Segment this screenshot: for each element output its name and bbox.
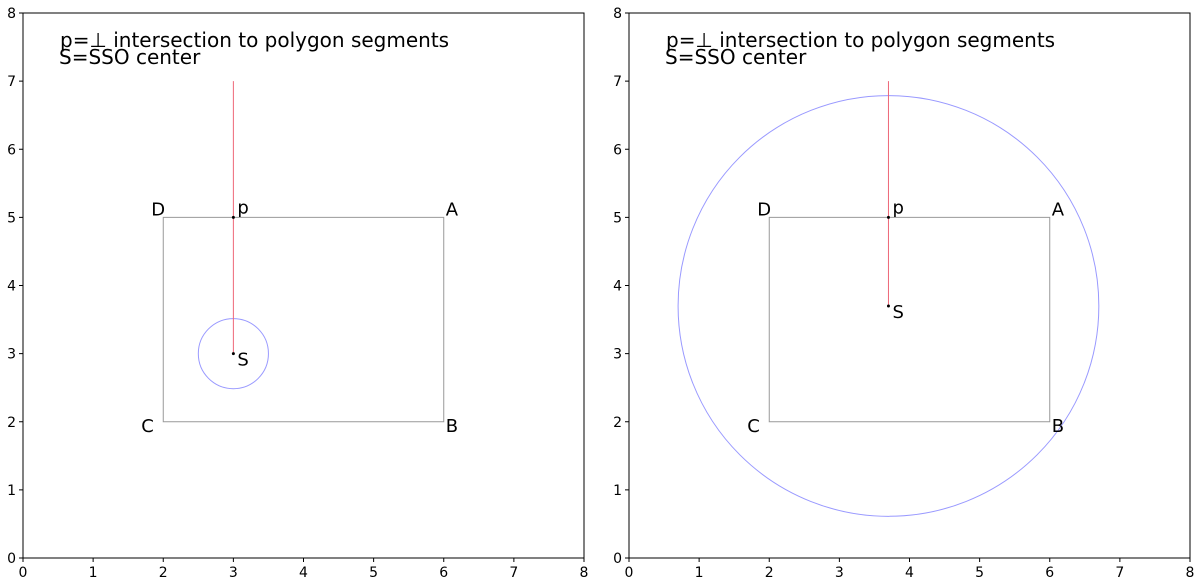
x-tick-label: 6 — [439, 565, 448, 581]
panel-right: 00 1 1 2 2 3 3 4 4 5 5 6 6 7 7 8 8 A B C D Sp p=⊥ intersection… — [613, 6, 1194, 581]
y-tick-label: 5 — [613, 210, 622, 226]
x-tick-label: 2 — [765, 565, 774, 581]
annotation-line-2: S=SSO center — [59, 45, 201, 69]
annotation-line-2: S=SSO center — [665, 45, 807, 69]
x-tick-label: 0 — [625, 565, 634, 581]
x-tick-label: 7 — [509, 565, 518, 581]
y-tick-label: 8 — [613, 6, 622, 22]
y-tick-label: 3 — [613, 347, 622, 363]
vertex-label-a: A — [1052, 199, 1065, 220]
y-tick-label: 4 — [613, 279, 622, 295]
panel-left: 00 1 1 2 2 3 3 4 4 5 5 6 6 7 7 8 8 A B C D Sp p=⊥ intersection… — [7, 6, 588, 581]
y-tick-label: 6 — [613, 142, 622, 158]
vertex-label-c: C — [141, 416, 154, 437]
x-tick-label: 3 — [229, 565, 238, 581]
y-tick-label: 0 — [613, 551, 622, 567]
y-tick-label: 1 — [613, 483, 622, 499]
y-tick-label: 7 — [7, 74, 16, 90]
vertex-label-d: D — [757, 199, 771, 220]
center-label: S — [237, 350, 248, 371]
x-tick-label: 1 — [89, 565, 98, 581]
y-tick-label: 2 — [613, 415, 622, 431]
foot-point-p — [231, 215, 235, 219]
y-tick-label: 4 — [7, 279, 16, 295]
x-tick-label: 7 — [1115, 565, 1124, 581]
polygon-abcd — [162, 216, 445, 423]
polygon-abcd — [768, 216, 1051, 423]
x-tick-label: 8 — [1186, 565, 1195, 581]
vertex-label-a: A — [446, 199, 459, 220]
x-tick-label: 0 — [19, 565, 28, 581]
annotation-line-1: p=⊥ intersection to polygon segments — [60, 28, 449, 52]
center-label: S — [892, 302, 903, 323]
foot-point-p — [886, 215, 890, 219]
vertex-label-d: D — [151, 199, 165, 220]
axes-frame — [628, 12, 1191, 559]
y-tick-label: 8 — [7, 6, 16, 22]
annotation-line-1: p=⊥ intersection to polygon segments — [666, 28, 1055, 52]
x-tick-label: 5 — [975, 565, 984, 581]
x-tick-label: 8 — [580, 565, 589, 581]
vertex-label-b: B — [1052, 416, 1064, 437]
y-tick-label: 3 — [7, 347, 16, 363]
axes-frame — [22, 12, 585, 559]
y-tick-label: 0 — [7, 551, 16, 567]
x-tick-label: 5 — [369, 565, 378, 581]
center-point-s — [231, 352, 235, 356]
y-tick-label: 7 — [613, 74, 622, 90]
x-tick-label: 1 — [695, 565, 704, 581]
vertex-label-c: C — [747, 416, 760, 437]
foot-label: p — [892, 197, 903, 218]
y-tick-label: 1 — [7, 483, 16, 499]
x-tick-label: 6 — [1045, 565, 1054, 581]
x-tick-label: 3 — [835, 565, 844, 581]
x-tick-label: 4 — [905, 565, 914, 581]
x-tick-label: 2 — [159, 565, 168, 581]
y-tick-label: 6 — [7, 142, 16, 158]
vertex-label-b: B — [446, 416, 458, 437]
y-tick-label: 2 — [7, 415, 16, 431]
x-tick-label: 4 — [299, 565, 308, 581]
y-tick-label: 5 — [7, 210, 16, 226]
center-point-s — [886, 304, 890, 308]
foot-label: p — [237, 197, 248, 218]
